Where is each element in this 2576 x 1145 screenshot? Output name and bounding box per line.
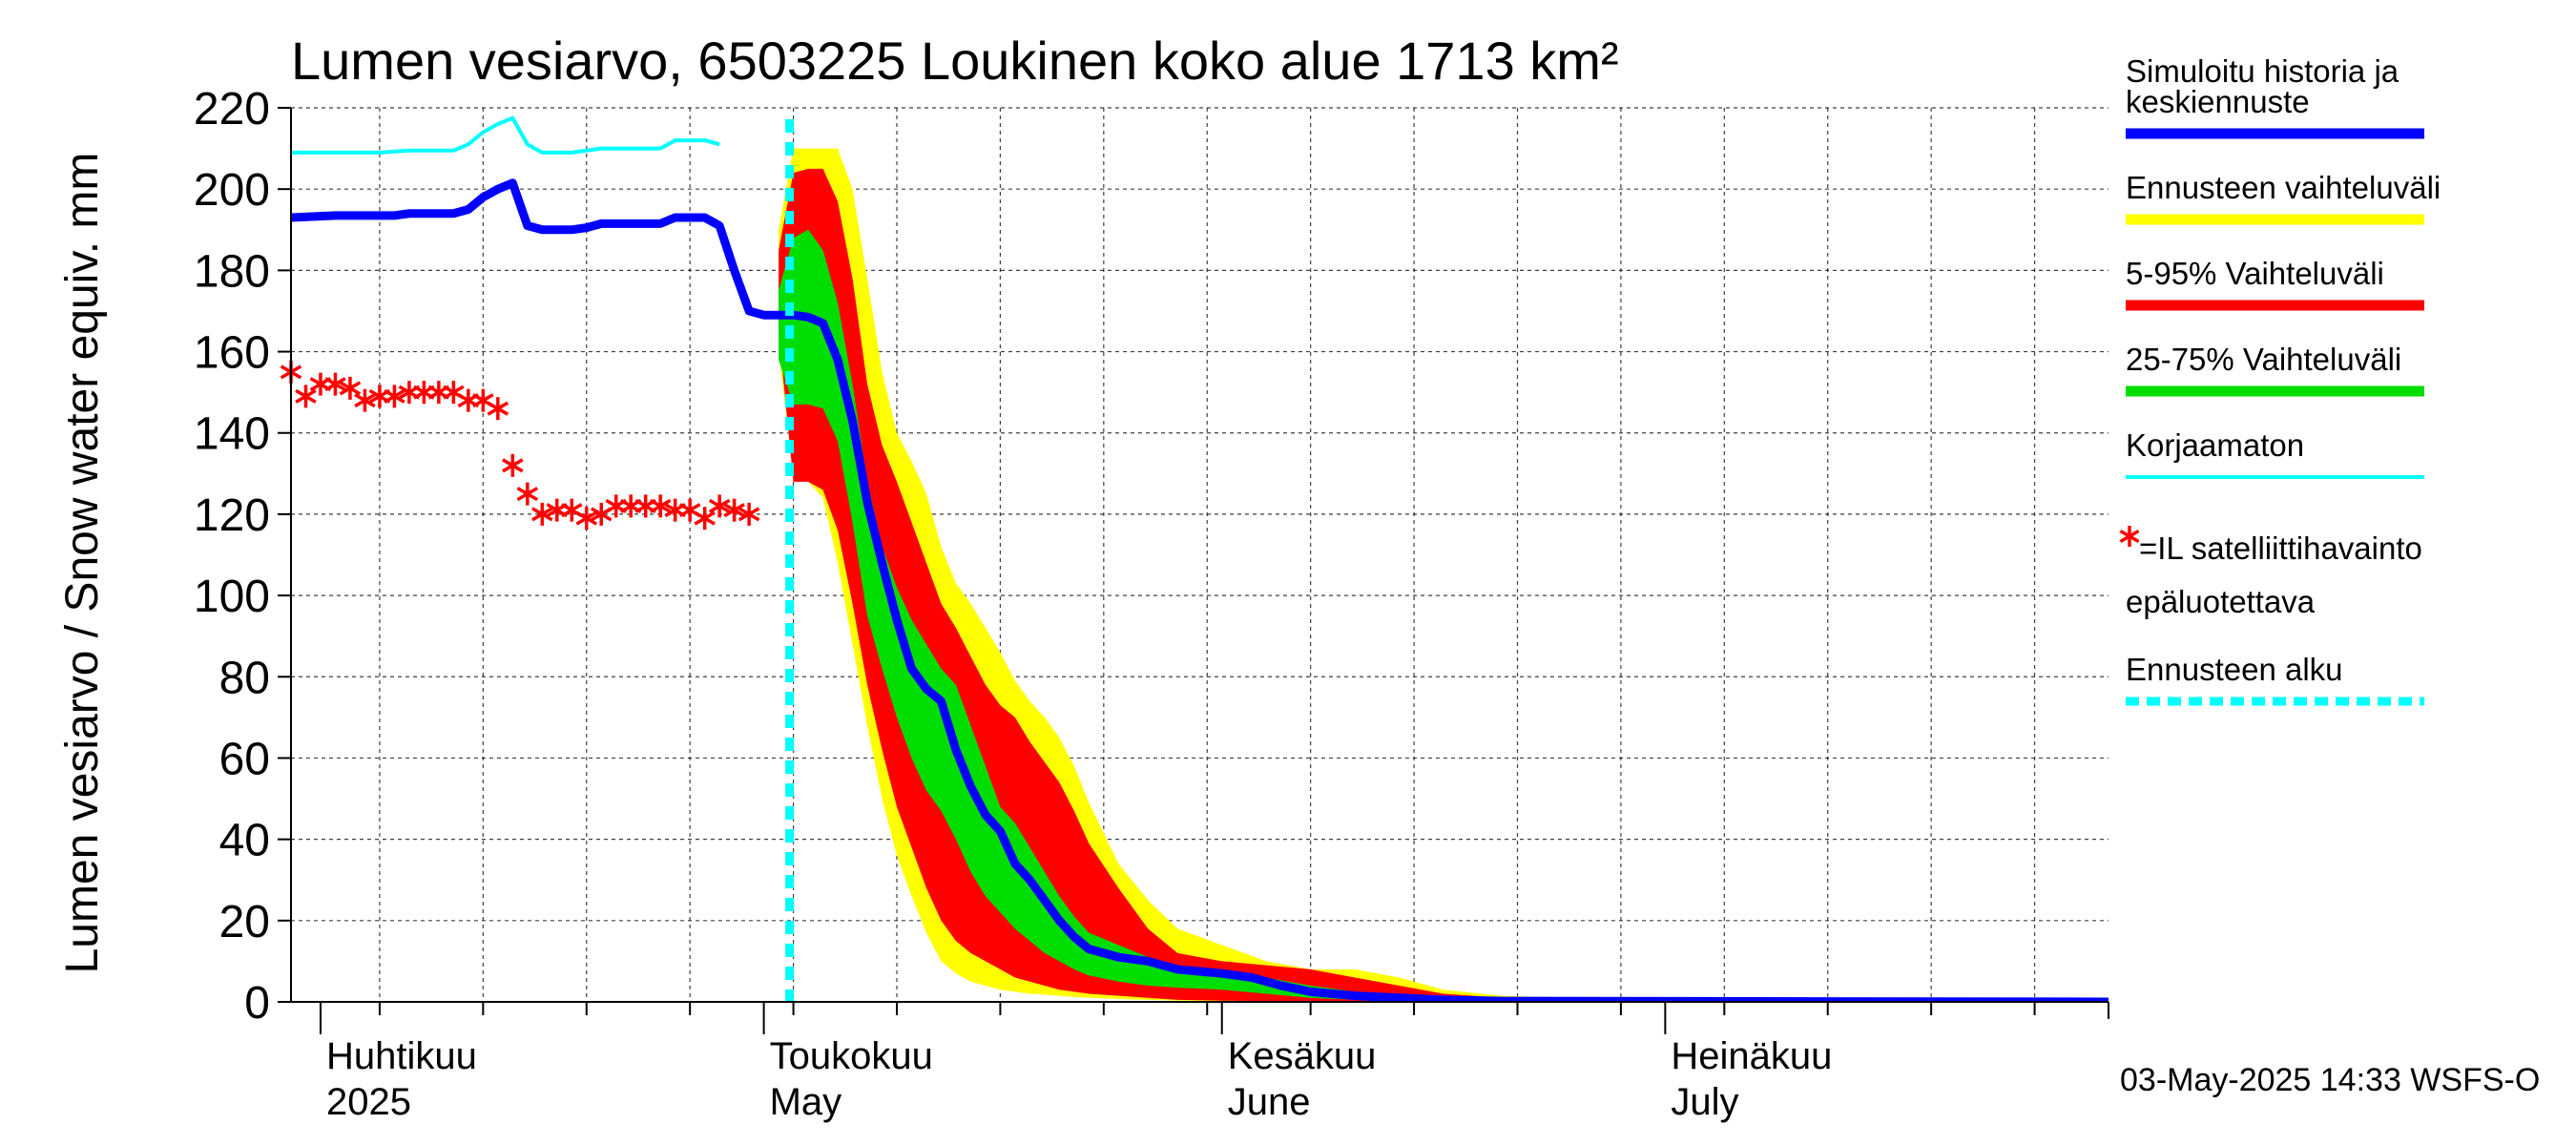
observation-point-31	[737, 502, 760, 526]
observation-point-20-stroke	[575, 510, 598, 526]
y-tick-label-140: 140	[194, 409, 270, 460]
observation-point-9	[413, 381, 435, 405]
grid-lines	[291, 107, 2109, 1003]
y-tick-label-0: 0	[244, 978, 270, 1029]
observation-point-22	[605, 494, 627, 518]
observation-point-15-stroke	[502, 458, 524, 473]
legend-label-1: Ennusteen vaihteluväli	[2126, 170, 2441, 205]
y-tick-label-60: 60	[219, 734, 270, 784]
observation-point-19	[561, 498, 583, 522]
legend-star-icon	[2119, 526, 2140, 547]
observation-point-5-stroke	[354, 393, 376, 408]
chart-title: Lumen vesiarvo, 6503225 Loukinen koko al…	[291, 31, 1619, 91]
forecast-bands	[779, 148, 2109, 1002]
y-tick-label-180: 180	[194, 246, 270, 297]
observation-point-10	[427, 381, 450, 405]
observation-point-15	[502, 453, 524, 477]
month-sublabel-3: July	[1671, 1081, 1738, 1123]
month-label-2: Kesäkuu	[1228, 1035, 1377, 1077]
observation-point-31-stroke	[737, 507, 760, 522]
observation-point-7	[384, 385, 405, 408]
legend-sublabel-0: keskiennuste	[2126, 84, 2310, 119]
legend-label-6: Ennusteen alku	[2126, 652, 2343, 687]
observation-point-25-stroke	[649, 498, 672, 513]
y-tick-label-120: 120	[194, 490, 270, 541]
y-axis-label: Lumen vesiarvo / Snow water equiv. mm	[57, 153, 108, 974]
timestamp-label: 03-May-2025 14:33 WSFS-O	[2120, 1062, 2540, 1098]
observation-point-17	[531, 502, 553, 526]
observation-point-29-stroke	[708, 498, 731, 513]
observation-point-20	[575, 507, 598, 531]
observation-point-14	[487, 397, 509, 421]
observation-point-12	[457, 388, 480, 412]
legend-star-icon-stroke	[2119, 529, 2140, 544]
observation-point-28	[694, 507, 716, 531]
series-line-mean	[291, 178, 2109, 1002]
observation-point-16-stroke	[516, 487, 539, 502]
y-tick-label-20: 20	[219, 897, 270, 947]
month-sublabel-1: May	[770, 1081, 842, 1123]
legend-label-2: 5-95% Vaihteluväli	[2126, 256, 2384, 291]
month-label-1: Toukokuu	[770, 1035, 933, 1077]
observation-point-14-stroke	[487, 401, 509, 416]
observation-point-3	[324, 372, 346, 396]
observation-point-28-stroke	[694, 510, 716, 526]
observation-point-13	[472, 388, 494, 412]
y-tick-label-160: 160	[194, 328, 270, 379]
legend-label-5: =IL satelliittihavainto	[2139, 531, 2422, 566]
observation-point-16	[516, 482, 539, 506]
axes	[278, 107, 2109, 1034]
legend-label-3: 25-75% Vaihteluväli	[2126, 342, 2401, 377]
observation-point-17-stroke	[531, 507, 553, 522]
observation-point-5	[354, 388, 376, 412]
month-label-3: Heinäkuu	[1671, 1035, 1832, 1077]
legend-label-4: Korjaamaton	[2126, 427, 2304, 463]
y-tick-label-200: 200	[194, 165, 270, 216]
observation-point-27	[678, 498, 701, 522]
legend-label-0: Simuloitu historia ja	[2126, 53, 2399, 89]
observation-point-25	[649, 494, 672, 518]
observation-point-11	[443, 381, 465, 405]
month-label-0: Huhtikuu	[326, 1035, 477, 1077]
y-tick-label-220: 220	[194, 84, 270, 135]
series-lines	[291, 115, 2109, 1002]
observation-point-29	[708, 494, 731, 518]
month-sublabel-2: June	[1228, 1081, 1311, 1123]
legend-sublabel-5: epäluotettava	[2126, 584, 2316, 619]
y-tick-label-40: 40	[219, 816, 270, 866]
satellite-observations	[280, 360, 760, 531]
series-line-uncorrected	[291, 115, 720, 155]
y-tick-labels: 0 20 40 60 80 100 120 140 160 180 200 220	[194, 84, 270, 1029]
observation-point-1	[295, 385, 317, 408]
observation-point-1-stroke	[295, 388, 317, 404]
observation-point-3-stroke	[324, 377, 346, 392]
month-sublabel-0: 2025	[326, 1081, 411, 1123]
observation-point-4-stroke	[339, 381, 362, 396]
observation-point-30-stroke	[723, 503, 745, 518]
observation-point-30	[723, 498, 745, 522]
observation-point-21-stroke	[590, 507, 613, 522]
y-tick-label-80: 80	[219, 653, 270, 703]
observation-point-7-stroke	[384, 388, 405, 404]
observation-point-4	[339, 376, 362, 400]
y-tick-label-100: 100	[194, 572, 270, 622]
